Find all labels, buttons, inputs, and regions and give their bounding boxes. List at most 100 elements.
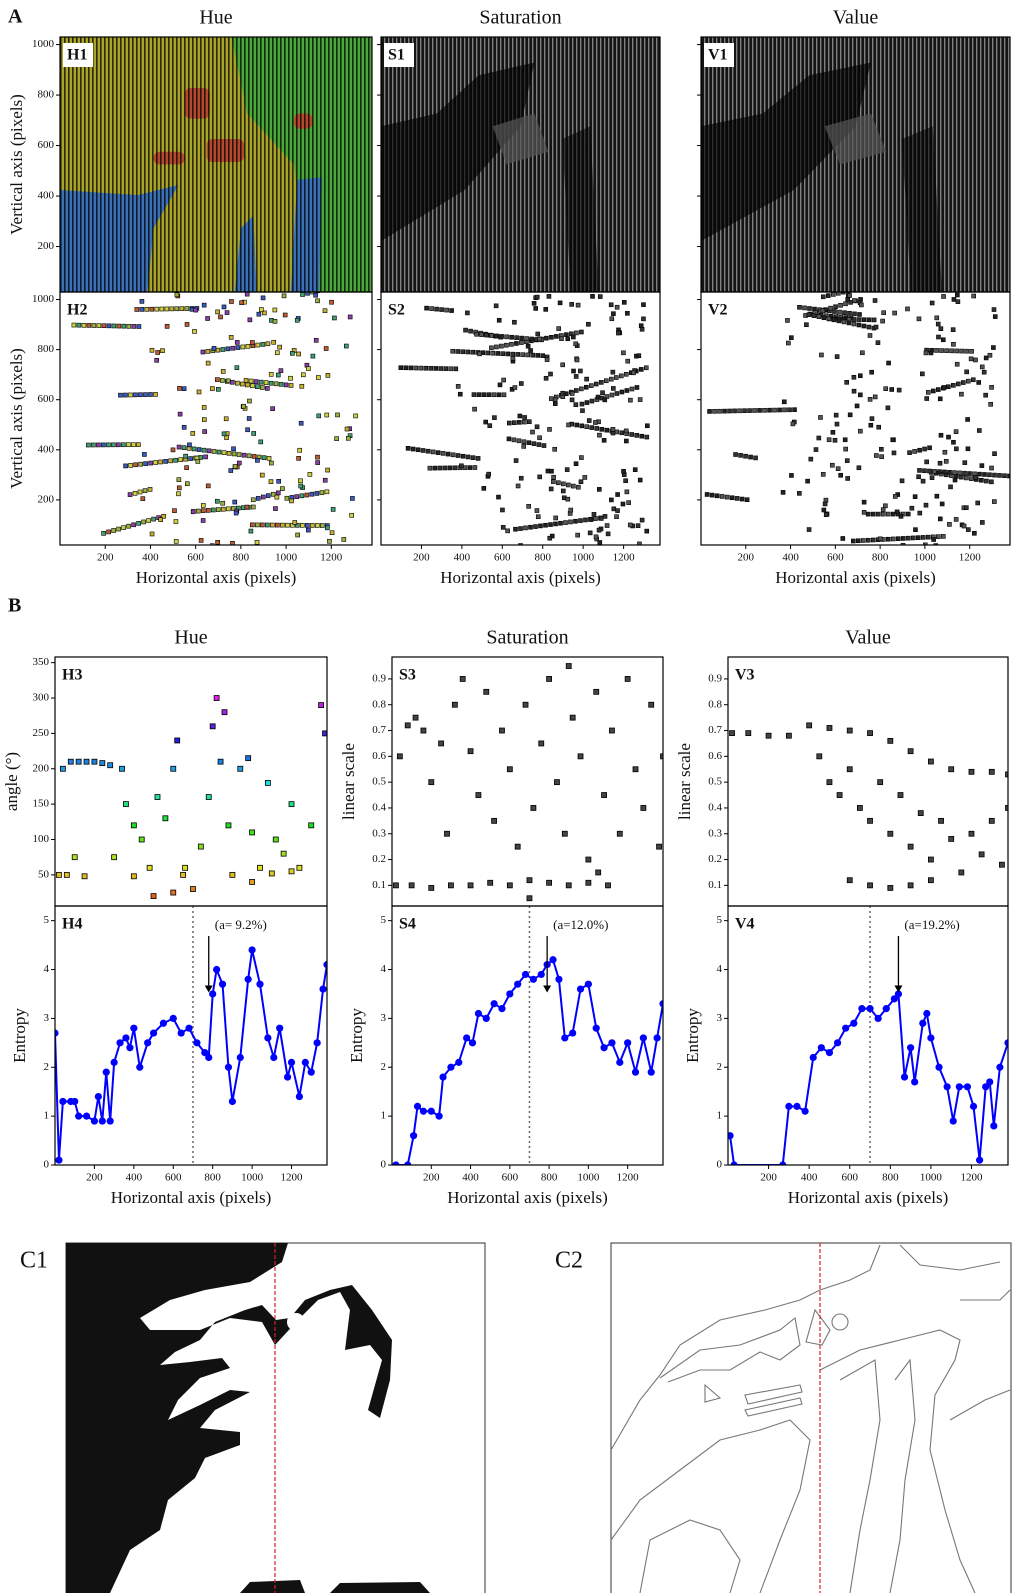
image-pixel [270, 406, 275, 412]
image-pixel [255, 522, 260, 528]
section-label: B [8, 595, 21, 617]
line-marker [404, 1161, 412, 1165]
image-pixel [310, 523, 315, 528]
image-pixel [231, 446, 236, 452]
line-marker [392, 1161, 400, 1165]
scatter-point [451, 701, 458, 708]
image-pixel [954, 361, 960, 367]
image-pixel [991, 307, 997, 312]
line-marker [419, 1107, 428, 1115]
image-pixel [190, 431, 196, 436]
image-pixel [806, 527, 812, 532]
scatter-point [897, 792, 904, 798]
image-pixel [767, 407, 772, 413]
image-pixel [935, 387, 941, 392]
scatter-point [585, 879, 592, 886]
image-pixel [819, 352, 824, 358]
image-pixel [531, 301, 537, 306]
image-pixel [984, 478, 989, 484]
image-pixel [569, 391, 575, 396]
scatter-point [408, 882, 415, 889]
image-pixel [786, 340, 791, 346]
image-pixel [927, 468, 932, 474]
image-pixel [468, 328, 473, 334]
image-pixel [190, 509, 196, 515]
plot-area [71, 292, 358, 545]
image-pixel [528, 348, 533, 353]
image-pixel [960, 380, 966, 385]
image-pixel [485, 350, 490, 356]
image-pixel [906, 535, 911, 541]
image-pixel [905, 511, 911, 517]
image-pixel [319, 490, 325, 495]
image-pixel [584, 400, 590, 405]
image-pixel [936, 534, 941, 539]
image-pixel [899, 478, 905, 484]
image-pixel [322, 308, 328, 314]
image-pixel [415, 447, 421, 453]
scatter-point [785, 732, 792, 739]
image-pixel [968, 356, 974, 362]
image-pixel [552, 401, 558, 406]
image-pixel [442, 465, 448, 471]
image-pixel [251, 431, 257, 436]
image-pixel [564, 332, 569, 337]
image-pixel [325, 373, 331, 378]
scatter-point [999, 861, 1005, 868]
image-pixel [574, 330, 579, 336]
image-pixel [215, 498, 220, 504]
y-tick-label: 300 [33, 692, 50, 704]
image-pixel [638, 367, 644, 372]
image-pixel [962, 470, 967, 476]
image-pixel [575, 302, 581, 308]
x-tick-label: 400 [454, 552, 471, 564]
image-pixel [477, 351, 482, 357]
image-pixel [494, 344, 499, 350]
scatter-point [237, 765, 244, 772]
y-tick-label: 0.5 [708, 776, 722, 788]
image-pixel [241, 403, 247, 409]
scatter-point [506, 882, 513, 889]
image-pixel [947, 522, 952, 527]
y-tick-label: 200 [38, 240, 55, 252]
line-marker [561, 1034, 569, 1042]
image-pixel [173, 457, 178, 463]
image-pixel [465, 454, 471, 460]
image-pixel [594, 426, 600, 431]
line-marker [779, 1161, 787, 1165]
image-pixel [920, 371, 925, 377]
image-pixel [232, 499, 238, 505]
image-pixel [883, 386, 889, 391]
image-pixel [512, 420, 517, 425]
scatter-point [249, 829, 256, 836]
image-pixel [826, 316, 832, 322]
image-pixel [525, 343, 531, 349]
line-marker [728, 1132, 734, 1140]
image-pixel [524, 336, 529, 341]
image-pixel [857, 312, 862, 317]
scatter-point [640, 805, 647, 811]
image-pixel [951, 439, 956, 445]
scatter-point [438, 740, 444, 747]
scatter-point [887, 885, 894, 891]
image-pixel [111, 442, 116, 448]
image-pixel [561, 481, 566, 487]
y-tick-label: 600 [38, 393, 55, 405]
image-pixel [911, 535, 916, 541]
image-pixel [173, 519, 179, 524]
line-marker [248, 946, 256, 954]
panel-title: Value [845, 627, 891, 649]
image-pixel [273, 506, 278, 511]
image-pixel [305, 523, 310, 528]
image-pixel [871, 537, 876, 543]
image-pixel [781, 399, 787, 405]
panel-title: Saturation [486, 627, 568, 649]
scatter-point [81, 873, 88, 880]
image-pixel [209, 543, 215, 545]
image-pixel [450, 452, 456, 458]
line-marker [842, 1024, 850, 1032]
image-pixel [123, 392, 128, 398]
image-pixel [875, 511, 881, 517]
image-pixel [597, 294, 603, 299]
image-pixel [953, 429, 959, 434]
